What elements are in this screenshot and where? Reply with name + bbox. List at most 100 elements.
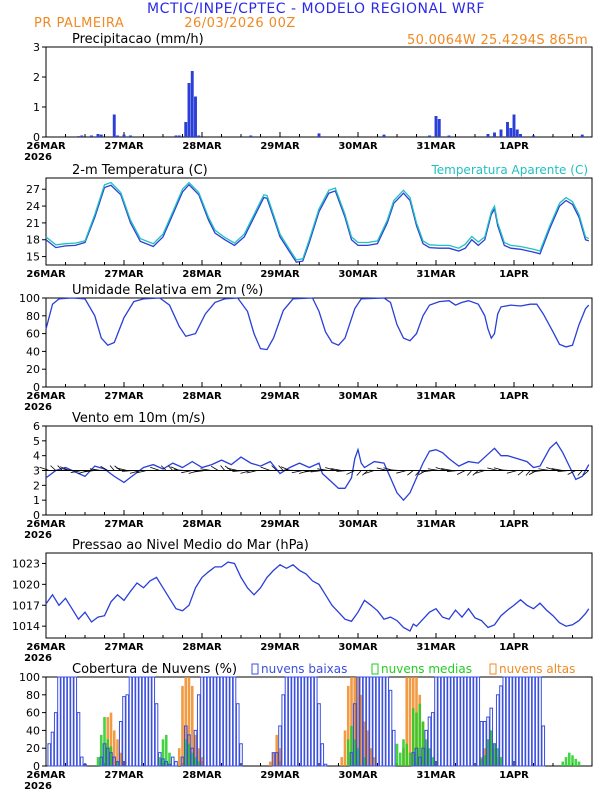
y-tick-label: 60 [26, 328, 40, 341]
wind-arrow [346, 470, 355, 475]
cloud-low-bar [479, 721, 484, 767]
cloud-mid-bar [161, 739, 165, 766]
wind-arrow [446, 470, 459, 472]
x-year-label: 2026 [24, 152, 52, 163]
header-location: PR PALMEIRA [34, 16, 124, 31]
wind-arrow [310, 470, 323, 473]
wind-arrow [136, 470, 147, 474]
legend-swatch-2 [489, 663, 497, 675]
cloud-low-bar [206, 676, 211, 767]
cloud-high-bar [353, 677, 357, 766]
cloud-high-bar [346, 685, 350, 766]
wind-arrow [531, 470, 544, 473]
cloud-low-bar [515, 676, 520, 767]
cloud-low-bar [235, 703, 240, 767]
x-label-31mar: 31MAR [416, 269, 456, 280]
x-label-1apr: 1APR [499, 642, 529, 653]
y-tick-label: 20 [26, 363, 40, 376]
cloud-mid-bar [571, 755, 574, 766]
cloud-low-bar [216, 676, 221, 767]
cloud-high-bar [184, 677, 188, 766]
cloud-low-bar [70, 676, 74, 767]
y-tick-label: 3 [33, 41, 40, 54]
cloud-high-bar [187, 677, 191, 766]
wind-arrow [487, 467, 498, 471]
x-label-31mar: 31MAR [416, 642, 456, 653]
x-label-1apr: 1APR [499, 141, 529, 152]
wind-arrow [356, 470, 362, 476]
x-label-26mar: 26MAR [26, 770, 66, 781]
header-coords: 50.0064W 25.4294S 865m [407, 33, 588, 48]
wind-arrow [330, 468, 342, 471]
cloud-mid-bar [363, 757, 366, 766]
wind-arrow [304, 470, 316, 473]
x-label-26mar: 26MAR [26, 519, 66, 530]
cloud-low-bar [421, 747, 425, 767]
precip-bar [90, 135, 93, 137]
cloud-low-bar [417, 756, 422, 767]
y-tick-label: 0 [33, 131, 40, 144]
cloud-high-bar [112, 730, 116, 766]
cloud-low-bar [466, 676, 471, 767]
cloud-high-bar [190, 685, 194, 766]
wind-arrow [116, 467, 128, 471]
legend-label-0: nuvens baixas [261, 662, 347, 676]
cloud-low-bar [362, 676, 367, 767]
x-label-30mar: 30MAR [338, 642, 378, 653]
panel-precip: 0 1 2 3 26MAR 27MAR 28MAR 29MAR 30MAR 31MAR 1APR 20… [24, 32, 593, 163]
y-tick-label: 1 [33, 101, 40, 114]
x-label-29mar: 29MAR [260, 642, 300, 653]
cloud-low-bar [443, 676, 448, 767]
cloud-high-bar [350, 677, 353, 766]
precip-bar [96, 134, 100, 137]
panel-title: Umidade Relativa em 2m (%) [72, 283, 263, 298]
cloud-low-bar [157, 752, 162, 767]
x-label-28mar: 28MAR [182, 770, 222, 781]
cloud-low-bar [352, 703, 357, 767]
legend-swatch-0 [251, 663, 259, 675]
cloud-low-bar [287, 676, 292, 767]
cloud-mid-bar [489, 730, 493, 766]
wind-arrow [271, 465, 278, 471]
cloud-low-bar [232, 676, 237, 767]
cloud-high-bar [363, 721, 366, 766]
cloud-high-bar [181, 685, 184, 766]
wind-arrow [467, 470, 473, 476]
x-label-1apr: 1APR [499, 519, 529, 530]
cloud-low-bar [531, 676, 536, 767]
x-label-30mar: 30MAR [338, 391, 378, 402]
precip-bar [177, 135, 181, 137]
cloud-low-bar [219, 676, 224, 767]
wind-arrow [517, 470, 525, 476]
wind-arrow [577, 470, 583, 476]
cloud-low-bar [213, 676, 217, 767]
wind-arrow [427, 468, 440, 471]
cloud-mid-bar [187, 743, 191, 766]
cloud-low-bar [281, 694, 286, 767]
wind-arrow [567, 470, 576, 475]
cloud-mid-bar [106, 739, 110, 766]
cloud-low-bar [502, 676, 507, 767]
y-tick-label: 6 [33, 420, 40, 433]
cloud-mid-bar [356, 748, 360, 766]
x-label-28mar: 28MAR [182, 391, 222, 402]
cloud-low-bar [528, 676, 533, 767]
cloud-low-bar [167, 763, 172, 767]
panel-title: Cobertura de Nuvens (%) [72, 662, 237, 677]
cloud-low-bar [73, 676, 78, 767]
wind-arrow [70, 470, 82, 474]
wind-arrow [557, 470, 570, 473]
cloud-high-bar [177, 748, 181, 766]
wind-arrow [160, 465, 167, 471]
precip-bar [447, 135, 451, 137]
cloud-low-bar [226, 676, 230, 767]
panel-title: Pressao ao Nivel Medio do Mar (hPa) [72, 538, 309, 553]
cloud-low-bar [512, 676, 516, 767]
wind-arrow [193, 470, 206, 473]
series-line-temperatura-aparente [45, 181, 590, 261]
cloud-low-bar [112, 756, 117, 767]
cloud-low-bar [495, 694, 500, 767]
cloud-mid-bar [197, 761, 201, 766]
cloud-high-bar [405, 677, 409, 766]
cloud-low-bar [486, 716, 490, 767]
